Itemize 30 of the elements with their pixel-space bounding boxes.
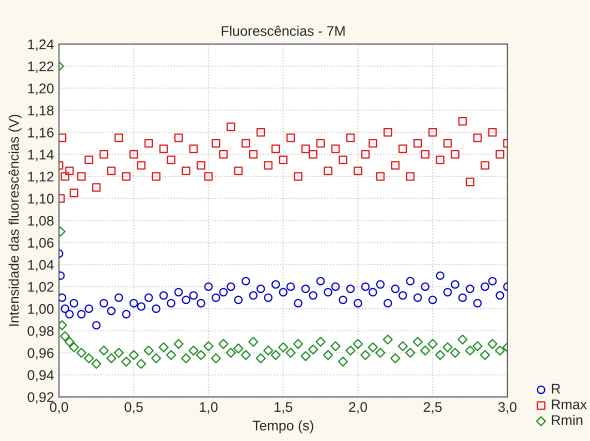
y-tick-label: 1,06: [28, 238, 54, 250]
x-tick-label: 3,0: [498, 402, 517, 414]
y-tick-label: 1,20: [28, 84, 54, 96]
x-tick-label: 2,5: [424, 402, 442, 414]
y-tick-label: 0,98: [28, 326, 54, 338]
y-tick-label: 1,10: [28, 194, 54, 206]
y-tick-label: 1,16: [28, 128, 54, 140]
y-tick-label: 1,08: [28, 216, 54, 228]
y-tick-label: 1,04: [28, 260, 54, 272]
x-tick-label: 2,0: [348, 402, 368, 414]
y-tick-label: 1,18: [28, 106, 54, 118]
legend-label: Rmax: [552, 400, 587, 410]
y-tick-label: 1,00: [28, 304, 54, 316]
legend-label: R: [552, 384, 560, 394]
x-tick-label: 0,0: [50, 402, 68, 414]
x-tick-label: 1,5: [274, 402, 292, 414]
y-tick-label: 1,24: [28, 39, 54, 51]
y-tick-label: 1,02: [28, 282, 54, 294]
chart-title: Fluorescências - 7M: [222, 26, 345, 36]
x-axis-title: Tempo (s): [252, 420, 314, 434]
x-tick-label: 0,5: [124, 402, 143, 414]
y-axis-title: Intensidade das fluorescências (V): [8, 114, 22, 326]
y-tick-label: 0,96: [28, 348, 54, 360]
y-tick-label: 1,14: [28, 150, 54, 162]
y-tick-label: 0,94: [28, 370, 54, 382]
x-tick-label: 1,0: [200, 402, 218, 414]
y-tick-label: 1,12: [28, 172, 54, 184]
y-tick-label: 0,92: [28, 392, 54, 404]
legend-label: Rmin: [552, 414, 582, 425]
y-tick-label: 1,22: [28, 61, 54, 73]
